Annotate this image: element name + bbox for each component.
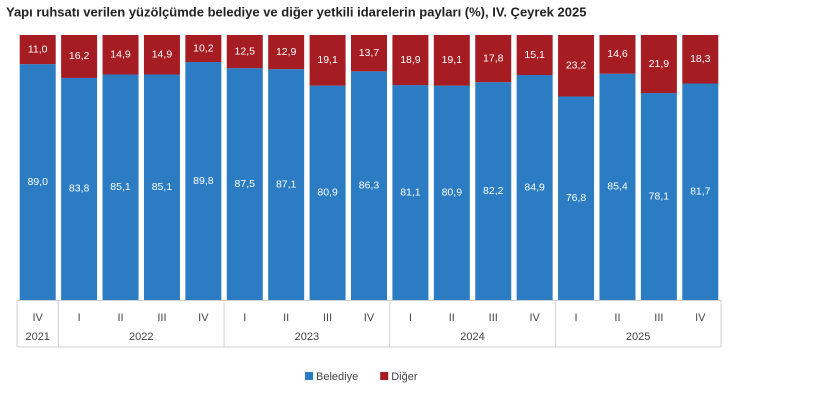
value-label: 19,1	[317, 54, 338, 66]
bar-segment	[309, 35, 346, 86]
x-tick-label: II	[614, 312, 620, 324]
bar-segment	[516, 35, 553, 76]
value-label: 23,2	[566, 60, 587, 72]
bar-segment	[682, 35, 719, 84]
bar-segment	[558, 96, 595, 300]
x-tick-label: I	[409, 312, 412, 324]
bar-segment	[143, 74, 180, 300]
bar-segment	[19, 64, 56, 301]
bar-segment	[599, 35, 636, 74]
bar-segment	[143, 35, 180, 75]
bar-segment	[309, 85, 346, 301]
x-tick-label: III	[654, 312, 663, 324]
bar-segment	[516, 75, 553, 300]
value-label: 87,5	[235, 178, 256, 190]
legend-swatch	[305, 372, 313, 380]
legend-label: Diğer	[391, 371, 418, 383]
bar-segment	[392, 85, 429, 301]
group-label: 2022	[129, 331, 153, 343]
value-label: 12,9	[276, 46, 297, 58]
bar-segment	[226, 35, 263, 69]
x-tick-label: IV	[198, 312, 209, 324]
value-label: 81,1	[400, 186, 421, 198]
value-label: 85,1	[152, 181, 173, 193]
value-label: 82,2	[483, 185, 504, 197]
value-label: 14,9	[152, 49, 173, 61]
value-label: 18,9	[400, 54, 421, 66]
value-label: 84,9	[524, 181, 545, 193]
value-label: 80,9	[442, 187, 463, 199]
value-label: 86,3	[359, 179, 380, 191]
value-label: 81,7	[690, 186, 711, 198]
bar-segment	[185, 35, 222, 63]
value-label: 85,4	[607, 181, 628, 193]
x-tick-label: I	[78, 312, 81, 324]
bar-segment	[433, 35, 470, 86]
value-label: 10,2	[193, 42, 214, 54]
value-label: 89,8	[193, 175, 214, 187]
value-label: 85,1	[110, 181, 131, 193]
bar-segment	[185, 62, 222, 300]
value-label: 21,9	[649, 58, 670, 70]
bar-segment	[558, 35, 595, 97]
value-label: 19,1	[442, 54, 463, 66]
group-label: 2024	[460, 331, 484, 343]
value-label: 14,9	[110, 49, 131, 61]
value-label: 89,0	[27, 176, 48, 188]
bar-segment	[640, 93, 677, 300]
x-tick-label: IV	[695, 312, 706, 324]
legend-label: Belediye	[316, 371, 358, 383]
value-label: 15,1	[524, 49, 545, 61]
value-label: 17,8	[483, 52, 504, 64]
bar-segment	[475, 82, 512, 300]
bar-segment	[102, 35, 139, 75]
bar-segment	[392, 35, 429, 86]
x-tick-label: II	[117, 312, 123, 324]
x-tick-label: IV	[529, 312, 540, 324]
value-label: 18,3	[690, 53, 711, 65]
bar-segment	[351, 35, 387, 72]
value-label: 11,0	[28, 43, 48, 55]
value-label: 83,8	[69, 183, 90, 195]
x-tick-label: III	[489, 312, 498, 324]
x-tick-label: IV	[33, 312, 44, 324]
x-tick-label: II	[449, 312, 455, 324]
bar-segment	[61, 35, 98, 78]
x-tick-label: I	[575, 312, 578, 324]
bar-segment	[61, 77, 98, 301]
group-label: 2021	[25, 331, 49, 343]
value-label: 76,8	[566, 192, 587, 204]
value-label: 13,7	[359, 47, 380, 59]
legend-swatch	[380, 372, 389, 380]
value-label: 16,2	[69, 50, 90, 62]
bar-segment	[102, 74, 139, 300]
chart-title: Yapı ruhsatı verilen yüzölçümde belediye…	[6, 4, 586, 19]
group-label: 2025	[626, 331, 650, 343]
bar-segment	[433, 85, 470, 301]
bar-segment	[351, 71, 387, 301]
x-tick-label: II	[283, 312, 289, 324]
value-label: 87,1	[276, 178, 297, 190]
value-label: 12,5	[235, 45, 256, 57]
value-label: 14,6	[607, 48, 628, 60]
bar-segment	[226, 68, 263, 300]
x-tick-label: IV	[364, 312, 375, 324]
value-label: 78,1	[649, 190, 670, 202]
x-tick-label: III	[157, 312, 166, 324]
x-tick-label: III	[323, 312, 332, 324]
bar-segment	[268, 69, 305, 300]
bar-segment	[268, 35, 305, 70]
bar-segment	[599, 73, 636, 300]
x-tick-label: I	[243, 312, 246, 324]
bar-segment	[640, 35, 677, 94]
bar-segment	[19, 35, 56, 65]
value-label: 80,9	[317, 187, 338, 199]
bar-segment	[682, 83, 719, 301]
group-label: 2023	[295, 331, 319, 343]
bar-segment	[475, 35, 512, 83]
